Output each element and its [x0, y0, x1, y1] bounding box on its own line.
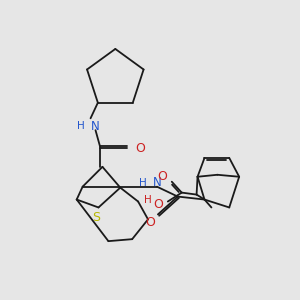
Text: N: N	[91, 120, 100, 133]
Text: N: N	[153, 176, 161, 189]
Text: S: S	[92, 211, 101, 224]
Text: O: O	[157, 170, 167, 183]
Text: H: H	[77, 121, 85, 131]
Text: H: H	[139, 178, 147, 188]
Text: O: O	[135, 142, 145, 154]
Text: O: O	[153, 198, 163, 211]
Text: O: O	[145, 216, 155, 229]
Text: H: H	[144, 194, 152, 205]
